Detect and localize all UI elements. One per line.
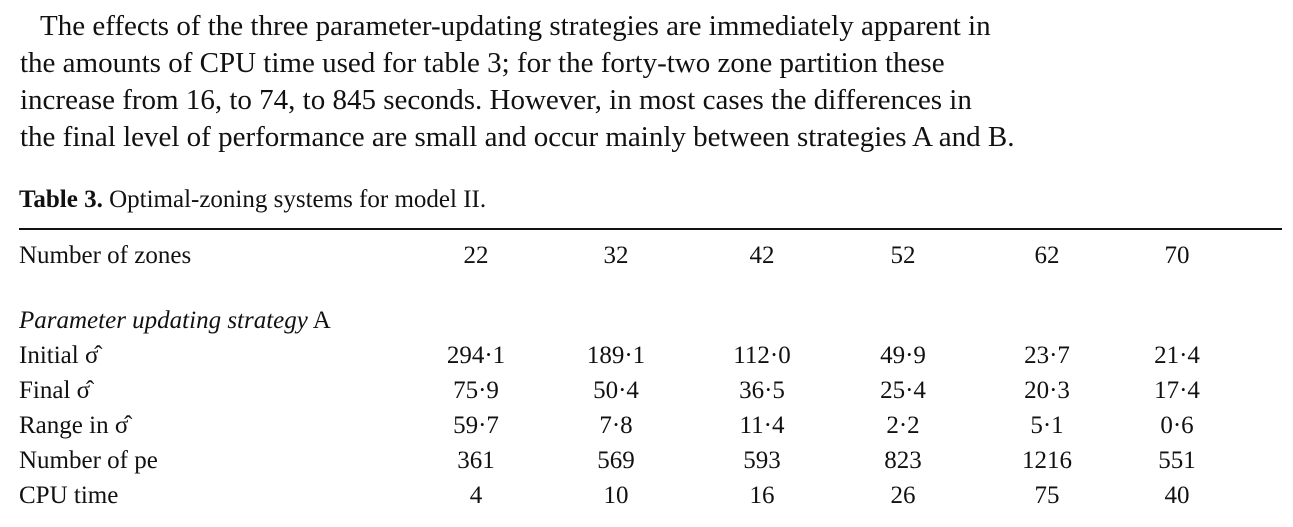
table-cell: 21·4	[1154, 342, 1200, 369]
table-row: Number of pe 361 569 593 823 1216 551	[19, 447, 1282, 479]
header-cell: 62	[1034, 242, 1060, 269]
table-cell: 20·3	[1024, 377, 1070, 404]
table-cell: 26	[890, 482, 916, 509]
table-cell: 823	[884, 447, 922, 474]
section-heading-row: Parameter updating strategy A	[19, 307, 1282, 339]
table-row: Range in σ̂ 59·7 7·8 11·4 2·2 5·1 0·6	[19, 412, 1282, 444]
table-caption: Table 3. Optimal-zoning systems for mode…	[19, 186, 486, 214]
row-label: Initial σ̂	[19, 342, 99, 369]
table-cell: 50·4	[593, 377, 639, 404]
table-row: Initial σ̂ 294·1 189·1 112·0 49·9 23·7 2…	[19, 342, 1282, 374]
table-cell: 5·1	[1030, 412, 1064, 439]
body-paragraph: The effects of the three parameter-updat…	[20, 8, 1270, 156]
table-cell: 569	[597, 447, 635, 474]
table-cell: 551	[1158, 447, 1196, 474]
table-cell: 7·8	[599, 412, 633, 439]
header-cell: 52	[890, 242, 916, 269]
table-cell: 40	[1164, 482, 1190, 509]
table-cell: 75	[1034, 482, 1060, 509]
table-cell: 11·4	[739, 412, 785, 439]
header-label: Number of zones	[19, 242, 192, 269]
row-label: Final σ̂	[19, 377, 91, 404]
table-cell: 361	[457, 447, 495, 474]
table-cell: 0·6	[1160, 412, 1194, 439]
table-row: Final σ̂ 75·9 50·4 36·5 25·4 20·3 17·4	[19, 377, 1282, 409]
table-cell: 17·4	[1154, 377, 1200, 404]
table-cell: 16	[749, 482, 775, 509]
table-caption-text: Optimal-zoning systems for model II.	[109, 186, 487, 213]
header-cell: 32	[603, 242, 629, 269]
table-header-row: Number of zones 22 32 42 52 62 70	[19, 242, 1282, 274]
table-cell: 59·7	[453, 412, 499, 439]
table-cell: 23·7	[1024, 342, 1070, 369]
header-cell: 70	[1164, 242, 1190, 269]
table-cell: 189·1	[586, 342, 646, 369]
paragraph-line: the final level of performance are small…	[20, 121, 1015, 153]
header-cell: 42	[749, 242, 775, 269]
row-label: Number of pe	[19, 447, 158, 474]
table-cell: 10	[603, 482, 629, 509]
header-cell: 22	[463, 242, 489, 269]
table-cell: 112·0	[733, 342, 791, 369]
row-label: Range in σ̂	[19, 412, 129, 439]
table-cell: 75·9	[453, 377, 499, 404]
row-label: CPU time	[19, 482, 119, 509]
table-cell: 4	[469, 482, 483, 509]
table-cell: 36·5	[739, 377, 785, 404]
table-cell: 25·4	[880, 377, 926, 404]
paragraph-line: the amounts of CPU time used for table 3…	[20, 47, 945, 79]
table-cell: 294·1	[446, 342, 506, 369]
table-cell: 593	[743, 447, 781, 474]
table-row: CPU time 4 10 16 26 75 40	[19, 482, 1282, 514]
table-cell: 1216	[1022, 447, 1072, 474]
paragraph-line: increase from 16, to 74, to 845 seconds.…	[20, 84, 972, 116]
section-heading-suffix: A	[312, 307, 331, 334]
table-caption-label: Table 3.	[19, 186, 103, 213]
table-top-rule	[19, 228, 1282, 230]
paragraph-line: The effects of the three parameter-updat…	[40, 10, 991, 42]
section-heading: Parameter updating strategy A	[19, 307, 331, 335]
section-heading-italic: Parameter updating strategy	[19, 307, 308, 334]
table-cell: 49·9	[880, 342, 926, 369]
table-cell: 2·2	[886, 412, 920, 439]
